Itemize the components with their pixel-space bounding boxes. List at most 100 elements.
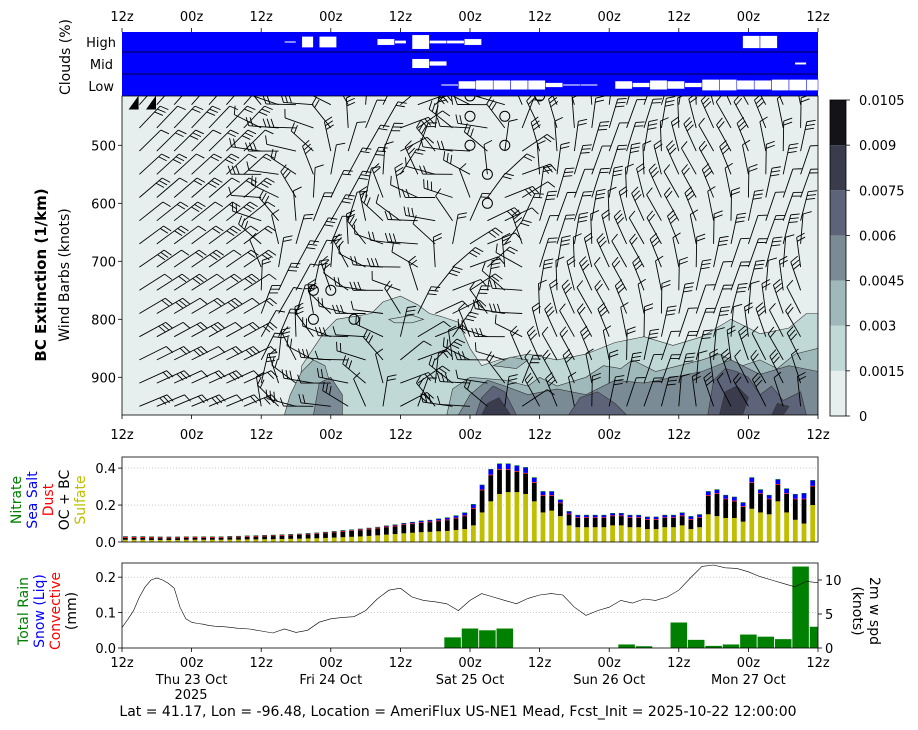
- wind-barb-flag: [285, 369, 289, 379]
- aerosol-bar-segment: [340, 530, 346, 531]
- wind-barb-flag: [275, 310, 285, 313]
- wind-barb-shaft: [521, 193, 536, 221]
- wind-barb-flag: [737, 212, 747, 215]
- wind-barb-shaft: [452, 279, 481, 291]
- wind-barb-shaft: [548, 98, 558, 129]
- wind-barb-flag: [644, 307, 654, 312]
- wind-barb-flag: [611, 256, 619, 265]
- aerosol-bar-segment: [123, 536, 128, 537]
- wind-barb-shaft: [779, 96, 784, 105]
- wind-barb-flag: [597, 128, 608, 131]
- wind-barb-flag: [648, 336, 658, 339]
- wind-barb-shaft: [713, 285, 725, 314]
- wind-barb-flag: [217, 322, 226, 329]
- wind-barb-shaft: [583, 237, 593, 268]
- wind-barb-flag: [631, 355, 641, 359]
- aerosol-bar-segment: [575, 515, 581, 518]
- wind-barb-shaft: [626, 144, 632, 175]
- wind-barb-shaft: [555, 260, 558, 291]
- aerosol-bar-segment: [401, 524, 407, 525]
- wind-barb-shaft: [678, 308, 689, 337]
- wind-barb-flag: [258, 111, 268, 116]
- wind-barb-shaft: [174, 370, 202, 384]
- wind-barb-flag: [266, 177, 275, 183]
- wind-barb-flag: [707, 186, 716, 192]
- wind-barb-shaft: [226, 249, 252, 268]
- aerosol-bar-segment: [175, 537, 180, 539]
- wind-barb-shaft: [399, 307, 408, 337]
- wind-barb-flag: [307, 278, 316, 285]
- aerosol-bar-segment: [749, 482, 755, 483]
- wind-barb-flag: [293, 125, 298, 134]
- wind-barb-flag: [178, 275, 187, 283]
- wind-barb-shaft: [464, 386, 488, 407]
- wind-barb-flag: [786, 326, 794, 334]
- wind-barb-flag: [718, 243, 728, 247]
- wind-barb-flag: [328, 217, 338, 220]
- wind-barb-shaft: [156, 394, 185, 407]
- aerosol-bar-segment: [627, 515, 633, 518]
- wind-barb-flag: [241, 218, 246, 227]
- aerosol-bar-segment: [488, 501, 494, 542]
- wind-barb-flag: [260, 182, 269, 188]
- date-label: Sun 26 Oct: [573, 673, 645, 688]
- wind-barb-flag: [267, 225, 276, 232]
- wind-barb-shaft: [608, 353, 611, 384]
- wind-barb-flag: [532, 186, 540, 194]
- wind-barb-shaft: [208, 297, 236, 314]
- wind-barb-flag: [483, 139, 493, 145]
- wind-barb-flag: [514, 216, 523, 224]
- wind-barb-shaft: [539, 260, 545, 291]
- wind-barb-shaft: [545, 378, 558, 407]
- wind-barb-flag: [773, 371, 782, 379]
- wind-barb-flag: [548, 96, 554, 100]
- wind-barb-flag: [692, 371, 701, 377]
- x-tick-label: 12z: [528, 10, 552, 25]
- wind-barb-shaft: [440, 381, 471, 384]
- wind-barb-flag: [709, 348, 718, 354]
- wind-barb-shaft: [139, 273, 165, 291]
- date-label: Mon 27 Oct: [711, 673, 786, 688]
- aerosol-bar-segment: [801, 498, 807, 500]
- wind-barb-flag: [304, 213, 314, 216]
- wind-barb-shaft: [226, 394, 255, 407]
- wind-barb-flag: [577, 122, 587, 126]
- wind-barb-flag: [733, 303, 743, 308]
- wind-barb-flag: [631, 359, 641, 363]
- aerosol-bar-segment: [410, 524, 415, 533]
- wind-barb-flag: [573, 233, 582, 238]
- aerosol-bar-segment: [775, 479, 781, 480]
- aerosol-bar-segment: [288, 534, 294, 536]
- wind-barb-shaft: [526, 332, 541, 361]
- wind-barb-flag: [528, 329, 536, 337]
- wind-barb-flag: [273, 391, 276, 401]
- wind-barb-flag: [806, 119, 816, 123]
- aerosol-bar-segment: [349, 529, 354, 530]
- wind-barb-shaft: [736, 123, 749, 152]
- wind-barb-flag: [325, 120, 334, 127]
- wind-barb-flag: [291, 262, 301, 265]
- wind-barb-flag: [547, 181, 556, 188]
- wind-barb-flag: [346, 213, 356, 219]
- wind-barb-shaft: [524, 379, 540, 407]
- wind-barb-shaft: [266, 398, 297, 407]
- wind-barb-flag: [479, 328, 484, 337]
- wind-barb-shaft: [457, 378, 488, 384]
- wind-barb-flag: [649, 332, 659, 335]
- wind-barb-flag: [195, 275, 204, 283]
- wind-barb-shaft: [681, 170, 697, 198]
- wind-barb-shaft: [767, 333, 784, 361]
- aerosol-bar-segment: [149, 538, 154, 540]
- wind-barb-shaft: [670, 121, 680, 152]
- wind-barb-shaft: [452, 311, 471, 337]
- aerosol-bar-segment: [366, 535, 372, 542]
- wind-barb-shaft: [191, 297, 218, 314]
- wind-barb-flag: [488, 231, 497, 238]
- wind-barb-flag: [533, 124, 541, 131]
- wind-barb-flag: [626, 330, 636, 335]
- wind-barb-flag: [488, 99, 495, 108]
- aerosol-bar-segment: [540, 491, 546, 496]
- wind-pennant: [128, 96, 139, 110]
- wind-barb-flag: [177, 105, 186, 111]
